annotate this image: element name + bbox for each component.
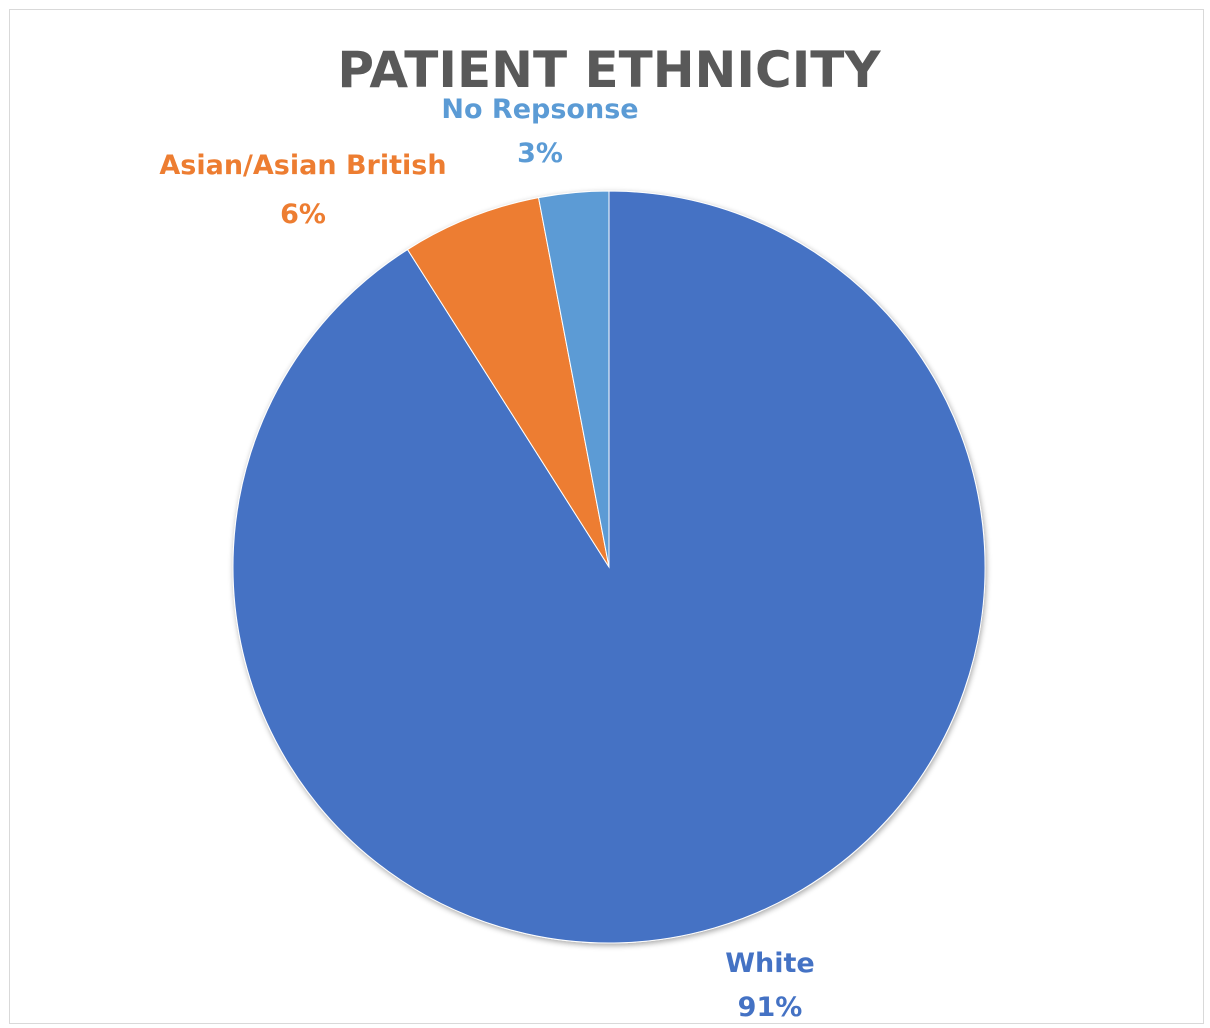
data-label-white-percent: 91% <box>738 992 803 1023</box>
data-label-no-repsonse-percent: 3% <box>517 138 563 169</box>
pie-labels: White 91% Asian/Asian British 6% No Repsonse… <box>159 94 814 1023</box>
pie-slices <box>232 190 986 944</box>
data-label-asian-asian-british-percent: 6% <box>280 199 326 230</box>
data-label-asian-asian-british-name: Asian/Asian British <box>159 150 446 181</box>
data-label-white-name: White <box>725 948 814 979</box>
data-label-no-repsonse-name: No Repsonse <box>441 94 638 125</box>
pie-slice-no-repsonse <box>537 190 610 568</box>
pie-slice-asian-asian-british <box>406 197 610 568</box>
chart-title: PATIENT ETHNICITY <box>337 41 881 99</box>
